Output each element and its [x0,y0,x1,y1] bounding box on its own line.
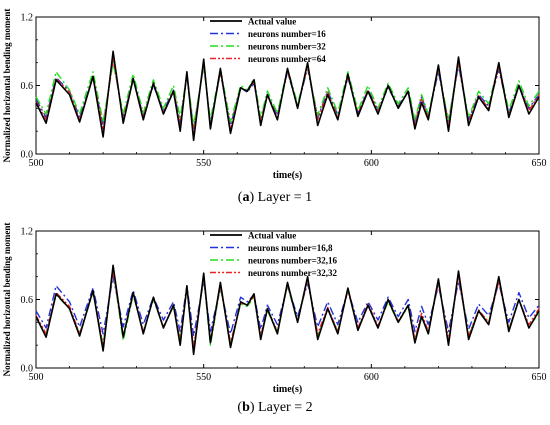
legend-label: neurons number=16,8 [248,243,333,253]
y-tick-label: 0.6 [21,295,34,306]
legend-label: neurons number=32,32 [248,268,337,278]
x-tick-label: 550 [196,372,211,383]
caption-letter: a [242,190,250,205]
y-tick-label: 0.6 [21,81,34,92]
legend-label: neurons number=64 [248,54,326,64]
x-tick-label: 550 [196,158,211,169]
legend-label: Actual value [248,231,296,241]
caption-text: Layer = 1 [257,190,313,205]
chart-panel-a: 500 550 600 650 0.0 0.6 1.2 time(s) Normalized h… [2,9,547,181]
chart-panel-b: 500 550 600 650 0.0 0.6 1.2 time(s) Normalized h… [2,223,547,395]
legend-label: Actual value [248,17,296,27]
legend-label: neurons number=16 [248,29,326,39]
caption-text: Layer = 2 [258,400,313,415]
caption-letter: b [242,400,250,415]
legend: Actual value neurons number=16,8 neurons n… [210,231,337,278]
x-tick-label: 500 [29,372,44,383]
legend: Actual value neurons number=16 neurons num… [210,17,326,64]
x-tick-label: 500 [29,158,44,169]
x-tick-label: 600 [364,372,379,383]
legend-label: neurons number=32 [248,42,326,52]
x-axis-label: time(s) [273,384,302,395]
y-tick-label: 1.2 [21,227,34,238]
x-tick-label: 650 [532,372,547,383]
caption-a: (a) Layer = 1 [237,190,313,205]
y-axis-label: Normalized horizontal bending moment [2,223,12,377]
x-tick-label: 600 [364,158,379,169]
legend-label: neurons number=32,16 [248,256,337,266]
y-axis-label: Normalized horizontal bending moment [2,9,12,163]
x-tick-label: 650 [532,158,547,169]
series-line-0 [35,50,540,142]
y-tick-label: 0.0 [21,150,34,161]
series-line-0 [35,264,540,356]
y-tick-label: 1.2 [21,13,34,24]
caption-b: (b) Layer = 2 [237,400,313,415]
x-axis-label: time(s) [273,170,302,181]
y-tick-label: 0.0 [21,364,34,375]
